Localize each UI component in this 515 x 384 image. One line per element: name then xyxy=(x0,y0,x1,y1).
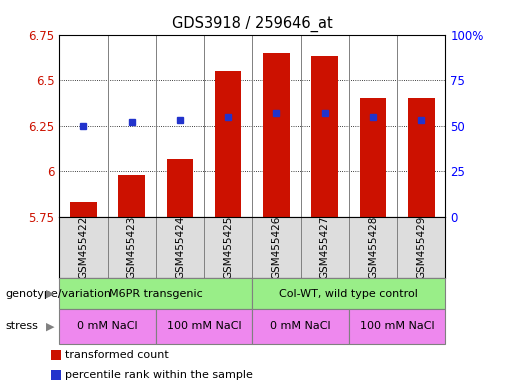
Text: GSM455423: GSM455423 xyxy=(127,216,136,280)
Text: stress: stress xyxy=(5,321,38,331)
Text: M6PR transgenic: M6PR transgenic xyxy=(109,289,203,299)
Text: GSM455428: GSM455428 xyxy=(368,216,378,280)
Bar xyxy=(312,56,338,217)
Text: 0 mM NaCl: 0 mM NaCl xyxy=(270,321,331,331)
Text: genotype/variation: genotype/variation xyxy=(5,289,111,299)
Bar xyxy=(252,309,349,344)
Text: GSM455424: GSM455424 xyxy=(175,216,185,280)
Bar xyxy=(215,71,242,217)
Text: ▶: ▶ xyxy=(45,321,54,331)
Bar xyxy=(118,175,145,217)
Text: percentile rank within the sample: percentile rank within the sample xyxy=(65,370,253,380)
Bar xyxy=(349,309,445,344)
Bar xyxy=(408,98,435,217)
Text: GSM455429: GSM455429 xyxy=(416,216,426,280)
Text: ▶: ▶ xyxy=(45,289,54,299)
Text: 0 mM NaCl: 0 mM NaCl xyxy=(77,321,138,331)
Bar xyxy=(156,309,252,344)
Text: 100 mM NaCl: 100 mM NaCl xyxy=(360,321,435,331)
Bar xyxy=(263,53,290,217)
Bar xyxy=(51,350,61,360)
Bar xyxy=(167,159,193,217)
Text: GSM455427: GSM455427 xyxy=(320,216,330,280)
Title: GDS3918 / 259646_at: GDS3918 / 259646_at xyxy=(172,16,333,32)
Text: GSM455426: GSM455426 xyxy=(271,216,282,280)
Bar xyxy=(360,98,386,217)
Text: GSM455422: GSM455422 xyxy=(78,216,89,280)
Bar xyxy=(51,370,61,381)
Bar xyxy=(59,278,252,309)
Bar xyxy=(59,309,156,344)
Bar xyxy=(70,202,97,217)
Bar xyxy=(252,278,445,309)
Text: 100 mM NaCl: 100 mM NaCl xyxy=(167,321,242,331)
Text: transformed count: transformed count xyxy=(65,350,168,360)
Text: GSM455425: GSM455425 xyxy=(223,216,233,280)
Text: Col-WT, wild type control: Col-WT, wild type control xyxy=(280,289,418,299)
